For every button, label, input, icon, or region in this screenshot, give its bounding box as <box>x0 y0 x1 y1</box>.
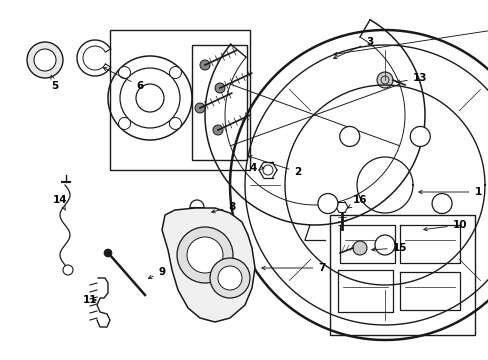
Text: 9: 9 <box>148 267 165 279</box>
Text: 6: 6 <box>103 68 143 91</box>
Text: 4: 4 <box>249 163 264 173</box>
Circle shape <box>376 72 392 88</box>
Circle shape <box>200 60 209 70</box>
Circle shape <box>177 227 232 283</box>
Circle shape <box>215 83 224 93</box>
Text: 1: 1 <box>418 187 481 197</box>
Bar <box>192 45 246 160</box>
Circle shape <box>195 103 204 113</box>
Circle shape <box>118 67 130 78</box>
Circle shape <box>169 117 181 130</box>
Circle shape <box>27 42 63 78</box>
Circle shape <box>209 258 249 298</box>
Text: 3: 3 <box>333 37 373 59</box>
Bar <box>329 215 474 335</box>
Circle shape <box>374 235 394 255</box>
Text: 2: 2 <box>248 156 301 177</box>
Text: 16: 16 <box>347 195 366 208</box>
Text: 13: 13 <box>396 73 427 84</box>
Circle shape <box>317 194 337 213</box>
Circle shape <box>431 194 451 213</box>
Text: 11: 11 <box>82 295 97 305</box>
Circle shape <box>409 126 429 147</box>
Circle shape <box>218 266 242 290</box>
Circle shape <box>213 125 223 135</box>
Text: 8: 8 <box>211 202 235 213</box>
Circle shape <box>169 67 181 78</box>
Circle shape <box>34 49 56 71</box>
Circle shape <box>104 249 112 257</box>
Text: 14: 14 <box>53 195 67 210</box>
Circle shape <box>118 117 130 130</box>
Polygon shape <box>162 208 254 322</box>
Bar <box>110 30 249 170</box>
Text: 12: 12 <box>333 17 488 55</box>
Circle shape <box>339 126 359 147</box>
Text: 10: 10 <box>423 220 467 231</box>
Circle shape <box>352 241 366 255</box>
Text: 7: 7 <box>261 263 325 273</box>
Circle shape <box>186 237 223 273</box>
Text: 5: 5 <box>51 75 59 91</box>
Text: 15: 15 <box>371 243 407 253</box>
